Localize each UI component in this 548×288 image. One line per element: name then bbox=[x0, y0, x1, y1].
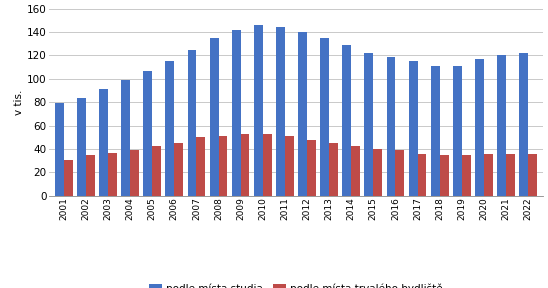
Bar bbox=[55, 103, 64, 196]
Y-axis label: v tis.: v tis. bbox=[14, 90, 24, 115]
Bar bbox=[506, 154, 515, 196]
Bar bbox=[241, 134, 249, 196]
Bar bbox=[386, 57, 396, 196]
Bar bbox=[174, 143, 183, 196]
Bar bbox=[108, 153, 117, 196]
Bar bbox=[462, 155, 471, 196]
Bar bbox=[285, 136, 294, 196]
Bar bbox=[351, 145, 360, 196]
Bar bbox=[64, 160, 72, 196]
Bar bbox=[307, 140, 316, 196]
Bar bbox=[187, 50, 196, 196]
Bar bbox=[342, 45, 351, 196]
Bar bbox=[520, 53, 528, 196]
Bar bbox=[320, 38, 329, 196]
Bar bbox=[373, 149, 382, 196]
Bar bbox=[528, 154, 537, 196]
Bar bbox=[86, 155, 95, 196]
Bar bbox=[165, 61, 174, 196]
Bar bbox=[276, 27, 285, 196]
Bar bbox=[475, 59, 484, 196]
Bar bbox=[364, 53, 373, 196]
Bar bbox=[484, 154, 493, 196]
Bar bbox=[99, 89, 108, 196]
Bar bbox=[262, 134, 272, 196]
Bar bbox=[396, 150, 404, 196]
Bar bbox=[144, 71, 152, 196]
Bar bbox=[418, 154, 426, 196]
Bar bbox=[329, 143, 338, 196]
Bar bbox=[439, 155, 448, 196]
Bar bbox=[232, 30, 241, 196]
Bar bbox=[219, 136, 227, 196]
Bar bbox=[453, 66, 462, 196]
Legend: podle místa studia, podle místa trvalého bydliště: podle místa studia, podle místa trvalého… bbox=[145, 280, 447, 288]
Bar bbox=[210, 38, 219, 196]
Bar bbox=[497, 55, 506, 196]
Bar bbox=[121, 80, 130, 196]
Bar bbox=[77, 98, 86, 196]
Bar bbox=[431, 66, 439, 196]
Bar bbox=[254, 25, 262, 196]
Bar bbox=[298, 32, 307, 196]
Bar bbox=[130, 150, 139, 196]
Bar bbox=[152, 145, 161, 196]
Bar bbox=[409, 61, 418, 196]
Bar bbox=[196, 137, 206, 196]
